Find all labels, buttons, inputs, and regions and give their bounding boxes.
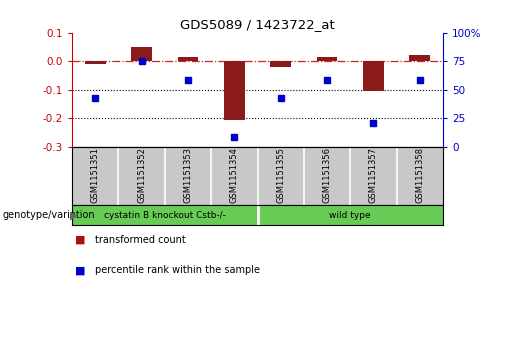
Bar bbox=[363, 61, 384, 91]
Bar bbox=[85, 61, 106, 64]
Text: GSM1151353: GSM1151353 bbox=[183, 147, 193, 203]
Text: cystatin B knockout Cstb-/-: cystatin B knockout Cstb-/- bbox=[104, 211, 226, 220]
Text: transformed count: transformed count bbox=[95, 234, 186, 245]
Bar bbox=[131, 47, 152, 61]
Bar bbox=[270, 61, 291, 67]
Text: percentile rank within the sample: percentile rank within the sample bbox=[95, 265, 260, 276]
Bar bbox=[178, 57, 198, 61]
Text: ▶: ▶ bbox=[70, 210, 78, 220]
Bar bbox=[72, 205, 258, 225]
Text: wild type: wild type bbox=[330, 211, 371, 220]
Text: GSM1151357: GSM1151357 bbox=[369, 147, 378, 203]
Bar bbox=[409, 56, 430, 61]
Text: GSM1151351: GSM1151351 bbox=[91, 147, 100, 203]
Title: GDS5089 / 1423722_at: GDS5089 / 1423722_at bbox=[180, 19, 335, 32]
Text: GSM1151354: GSM1151354 bbox=[230, 147, 239, 203]
Text: ■: ■ bbox=[75, 265, 85, 276]
Bar bbox=[258, 205, 443, 225]
Text: GSM1151355: GSM1151355 bbox=[276, 147, 285, 203]
Bar bbox=[224, 61, 245, 120]
Bar bbox=[317, 57, 337, 61]
Text: GSM1151352: GSM1151352 bbox=[137, 147, 146, 203]
Text: genotype/variation: genotype/variation bbox=[3, 210, 95, 220]
Text: ■: ■ bbox=[75, 234, 85, 245]
Text: GSM1151356: GSM1151356 bbox=[322, 147, 332, 203]
Text: GSM1151358: GSM1151358 bbox=[415, 147, 424, 203]
